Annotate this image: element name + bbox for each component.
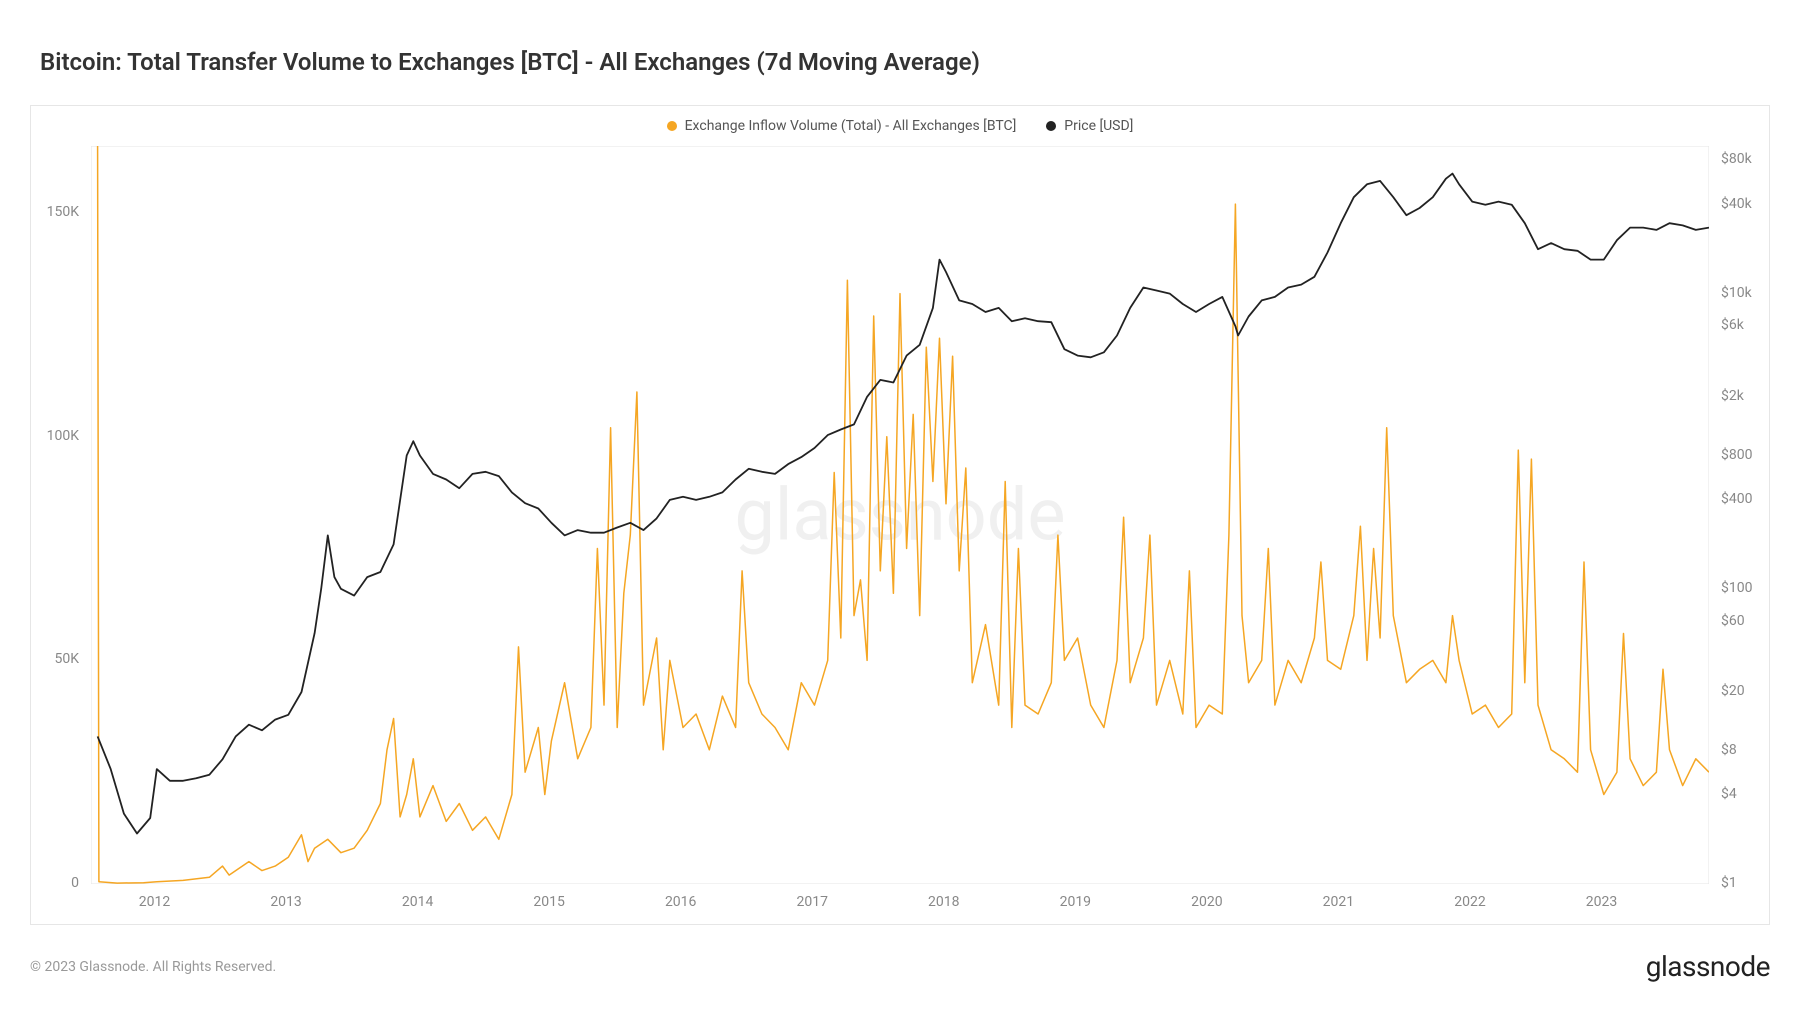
legend-item-volume: Exchange Inflow Volume (Total) - All Exc… bbox=[667, 118, 1017, 134]
chart-container: Exchange Inflow Volume (Total) - All Exc… bbox=[30, 105, 1770, 925]
legend-label-price: Price [USD] bbox=[1064, 118, 1133, 134]
x-tick-label: 2023 bbox=[1586, 894, 1617, 910]
x-tick-label: 2014 bbox=[402, 894, 433, 910]
x-tick-label: 2017 bbox=[796, 894, 827, 910]
y-left-tick-label: 100K bbox=[47, 428, 79, 444]
y-right-tick-label: $1 bbox=[1721, 875, 1737, 891]
x-tick-label: 2021 bbox=[1323, 894, 1354, 910]
y-right-tick-label: $10k bbox=[1721, 285, 1752, 301]
y-right-tick-label: $800 bbox=[1721, 447, 1752, 463]
y-right-tick-label: $6k bbox=[1721, 317, 1744, 333]
x-tick-label: 2016 bbox=[665, 894, 696, 910]
y-right-tick-label: $8 bbox=[1721, 742, 1737, 758]
y-left-tick-label: 150K bbox=[47, 204, 79, 220]
brand-logo: glassnode bbox=[1646, 950, 1770, 983]
legend-item-price: Price [USD] bbox=[1046, 118, 1133, 134]
y-right-tick-label: $2k bbox=[1721, 388, 1744, 404]
copyright: © 2023 Glassnode. All Rights Reserved. bbox=[30, 959, 276, 975]
footer: © 2023 Glassnode. All Rights Reserved. g… bbox=[30, 950, 1770, 983]
x-tick-label: 2022 bbox=[1454, 894, 1485, 910]
y-left-tick-label: 0 bbox=[71, 875, 79, 891]
legend-dot-price bbox=[1046, 121, 1056, 131]
y-right-tick-label: $40k bbox=[1721, 196, 1752, 212]
legend-dot-volume bbox=[667, 121, 677, 131]
chart-legend: Exchange Inflow Volume (Total) - All Exc… bbox=[31, 118, 1769, 134]
x-tick-label: 2012 bbox=[139, 894, 170, 910]
chart-svg bbox=[91, 146, 1709, 884]
y-right-tick-label: $4 bbox=[1721, 786, 1737, 802]
chart-title: Bitcoin: Total Transfer Volume to Exchan… bbox=[40, 48, 980, 76]
plot-area: glassnode bbox=[91, 146, 1709, 884]
y-right-tick-label: $400 bbox=[1721, 491, 1752, 507]
y-left-tick-label: 50K bbox=[54, 651, 79, 667]
x-tick-label: 2018 bbox=[928, 894, 959, 910]
y-right-tick-label: $80k bbox=[1721, 151, 1752, 167]
x-tick-label: 2019 bbox=[1060, 894, 1091, 910]
y-right-tick-label: $60 bbox=[1721, 613, 1745, 629]
x-tick-label: 2015 bbox=[533, 894, 564, 910]
legend-label-volume: Exchange Inflow Volume (Total) - All Exc… bbox=[685, 118, 1017, 134]
x-tick-label: 2013 bbox=[270, 894, 301, 910]
y-right-tick-label: $100 bbox=[1721, 580, 1752, 596]
x-tick-label: 2020 bbox=[1191, 894, 1222, 910]
y-right-tick-label: $20 bbox=[1721, 683, 1745, 699]
